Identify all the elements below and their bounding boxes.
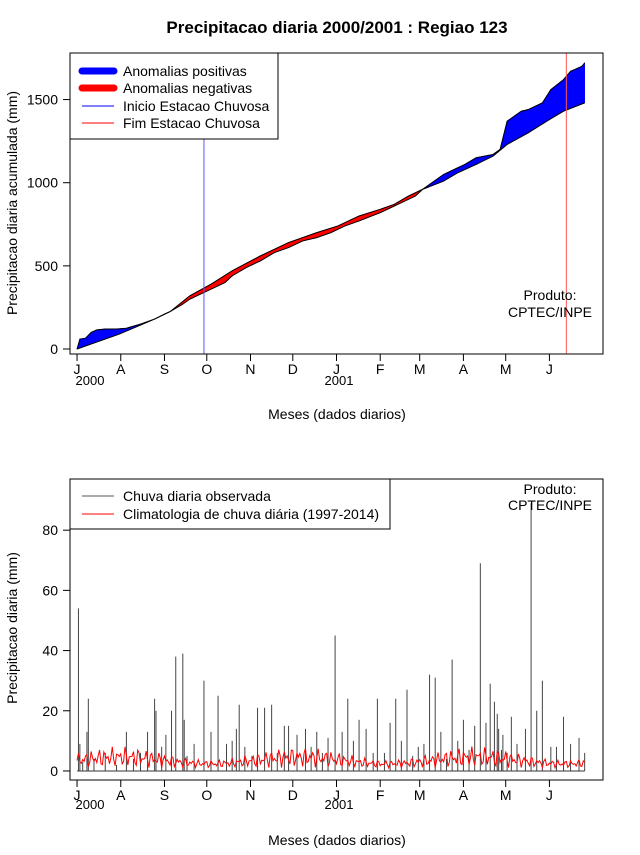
chart-title: Precipitacao diaria 2000/2001 : Regiao 1…	[166, 18, 507, 37]
x-tick-label: J	[546, 787, 553, 803]
x-tick-label: J	[333, 361, 340, 377]
x-tick-label: M	[500, 361, 512, 377]
y-axis: 0 500 1000 1500	[27, 92, 71, 357]
year-label-2000: 2000	[76, 373, 105, 388]
watermark-line-1: Produto:	[524, 287, 577, 303]
x-tick-label: J	[333, 787, 340, 803]
x-tick-label: M	[414, 361, 426, 377]
x-tick-label: A	[116, 787, 126, 803]
x-tick-label: O	[201, 361, 212, 377]
anomaly-segment	[582, 62, 585, 104]
climatology-cumulative-line	[76, 102, 585, 350]
watermark-line-1-b: Produto:	[524, 481, 577, 497]
y-tick-label: 80	[42, 522, 58, 538]
year-label-2001: 2001	[325, 373, 354, 388]
y-axis-label: Precipitacao diaria acumulada (mm)	[4, 91, 20, 315]
legend-box-2	[69, 478, 391, 530]
y-tick-label: 0	[50, 763, 58, 779]
x-tick-label: N	[245, 361, 255, 377]
y-tick-label: 500	[35, 258, 59, 274]
legend-label-observed: Chuva diaria observada	[123, 488, 271, 504]
y-tick-label: 40	[42, 643, 58, 659]
x-tick-label: A	[459, 361, 469, 377]
legend: Anomalias positivas Anomalias negativas …	[69, 52, 279, 140]
x-tick-label: O	[201, 787, 212, 803]
x-tick-label: J	[546, 361, 553, 377]
legend-label-negative: Anomalias negativas	[123, 80, 252, 96]
year-label-2001-b: 2001	[325, 797, 354, 812]
daily-rain-chart: J A S O N D J F M A M J 0 20 40 60 80 2000 2001 Meses (…	[4, 478, 604, 848]
cumulative-lines	[76, 62, 586, 350]
x-tick-label: A	[116, 361, 126, 377]
legend-box	[69, 52, 279, 140]
legend-label-start: Inicio Estacao Chuvosa	[123, 98, 270, 114]
y-tick-label: 1500	[27, 92, 58, 108]
climatology-line	[76, 746, 586, 770]
x-axis-label-2: Meses (dados diarios)	[268, 832, 406, 848]
observed-cumulative-line	[76, 62, 586, 350]
x-tick-label: J	[74, 361, 81, 377]
y-tick-label: 0	[50, 341, 58, 357]
x-tick-label: M	[414, 787, 426, 803]
legend-2: Chuva diaria observada Climatologia de c…	[69, 478, 391, 530]
x-tick-label: N	[245, 787, 255, 803]
x-tick-label: D	[288, 787, 298, 803]
x-tick-label: A	[459, 787, 469, 803]
watermark-line-2-b: CPTEC/INPE	[508, 497, 592, 513]
x-axis-label: Meses (dados diarios)	[268, 406, 406, 422]
x-tick-label: M	[500, 787, 512, 803]
legend-label-climatology: Climatologia de chuva diária (1997-2014)	[123, 506, 379, 522]
x-tick-label: F	[376, 361, 385, 377]
x-tick-label: D	[288, 361, 298, 377]
legend-label-end: Fim Estacao Chuvosa	[123, 115, 260, 131]
observed-rain-bars	[77, 503, 586, 772]
y-axis-2: 0 20 40 60 80	[42, 522, 71, 779]
watermark-line-2: CPTEC/INPE	[508, 304, 592, 320]
x-tick-label: S	[160, 787, 169, 803]
y-tick-label: 20	[42, 703, 58, 719]
x-tick-label: S	[160, 361, 169, 377]
y-tick-label: 1000	[27, 175, 58, 191]
legend-label-positive: Anomalias positivas	[123, 63, 247, 79]
cumulative-chart: Precipitacao diaria 2000/2001 : Regiao 1…	[4, 18, 604, 422]
y-axis-label-2: Precipitacao diaria (mm)	[4, 552, 20, 704]
year-label-2000-b: 2000	[76, 797, 105, 812]
y-tick-label: 60	[42, 582, 58, 598]
x-tick-label: J	[74, 787, 81, 803]
x-tick-label: F	[376, 787, 385, 803]
